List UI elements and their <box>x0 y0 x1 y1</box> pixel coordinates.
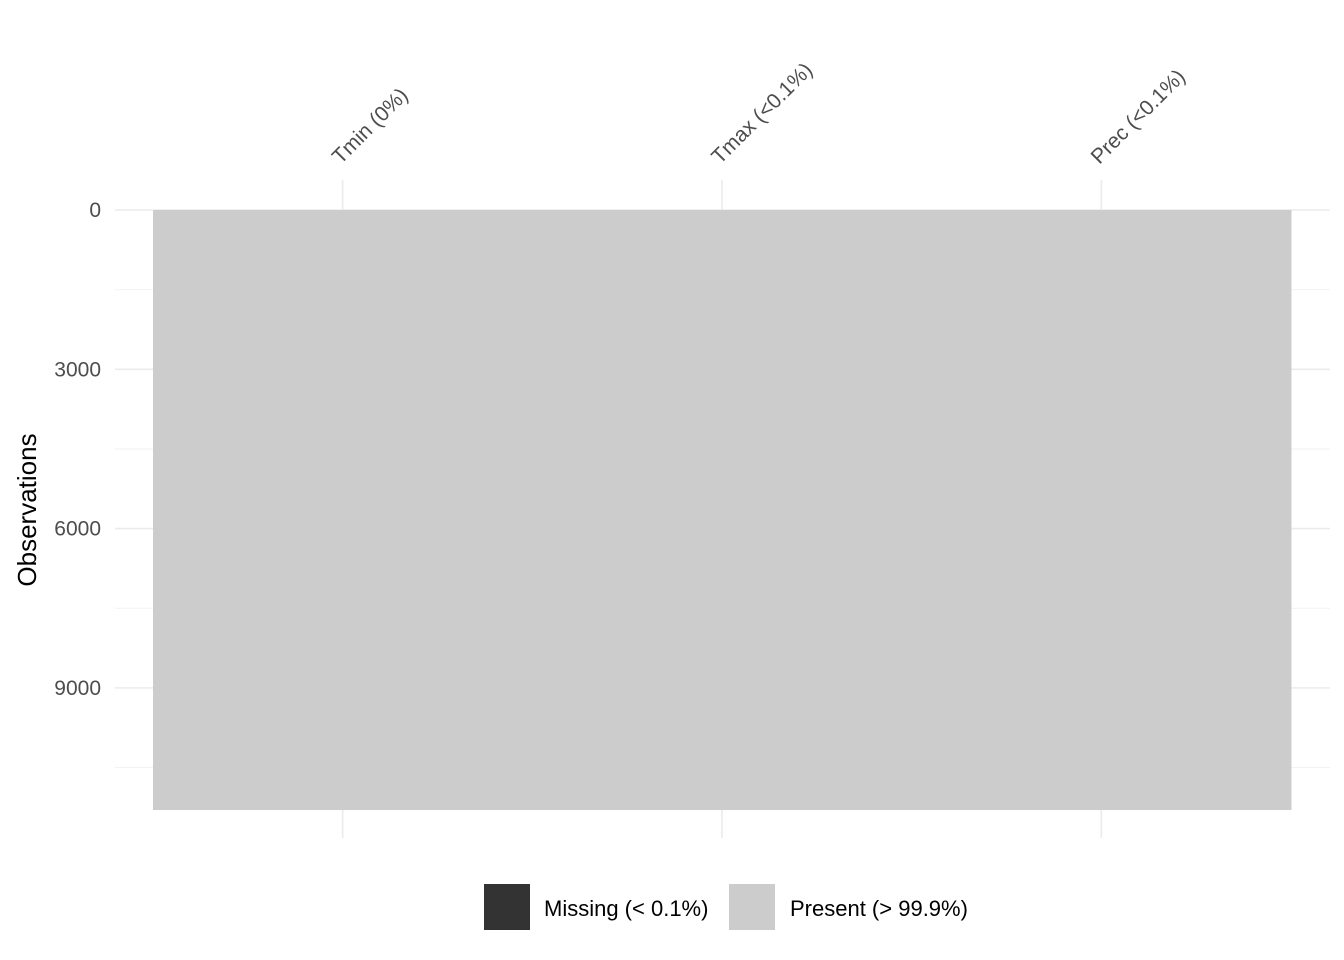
y-tick-label: 0 <box>89 199 101 222</box>
x-tick-label: Tmin (0%) <box>328 84 413 169</box>
y-axis-ticks: 0 3000 6000 9000 <box>54 199 101 700</box>
x-tick-label: Prec (<0.1%) <box>1087 65 1190 168</box>
missingness-cells <box>153 210 1292 810</box>
y-tick-label: 6000 <box>54 518 101 541</box>
legend-key-present <box>729 884 775 930</box>
x-tick-label: Tmax (<0.1%) <box>707 59 817 169</box>
cell-prec <box>911 210 1292 810</box>
y-axis-title: Observations <box>12 433 42 586</box>
y-tick-label: 3000 <box>54 358 101 381</box>
cell-tmax <box>532 210 913 810</box>
legend-key-missing <box>484 884 530 930</box>
cell-tmin <box>153 210 533 810</box>
y-tick-label: 9000 <box>54 677 101 700</box>
legend: Missing (< 0.1%) Present (> 99.9%) <box>484 884 968 930</box>
x-axis-ticks: Tmin (0%) Tmax (<0.1%) Prec (<0.1%) <box>328 59 1190 169</box>
legend-label-present: Present (> 99.9%) <box>790 896 968 921</box>
legend-label-missing: Missing (< 0.1%) <box>544 896 708 921</box>
